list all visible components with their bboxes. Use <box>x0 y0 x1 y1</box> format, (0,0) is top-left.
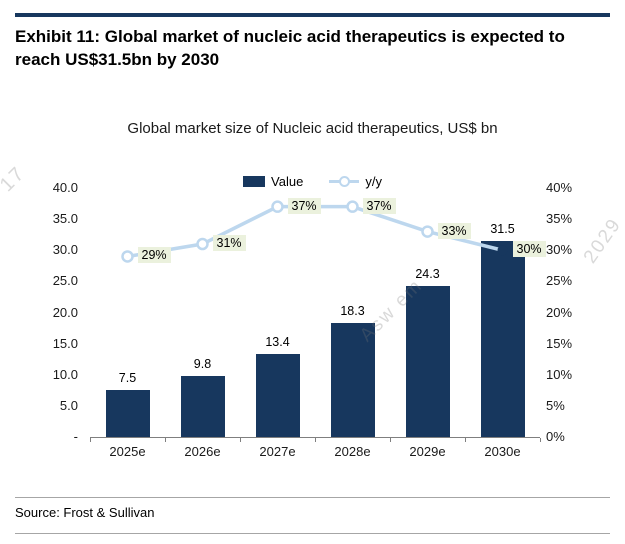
yy-marker <box>421 225 434 238</box>
value-bar-2027e <box>255 353 300 437</box>
y-axis-left-tick-label: 30.0 <box>52 242 78 258</box>
y-axis-left-tick-label: 5.0 <box>59 397 78 413</box>
y-axis-right: 0% 5% 10% 15% 20% 25% 30% 35% 40% <box>546 180 606 444</box>
yy-marker <box>271 200 284 213</box>
y-axis-right-tick-label: 15% <box>546 335 573 351</box>
exhibit-title: Exhibit 11: Global market of nucleic aci… <box>15 27 565 69</box>
x-axis-category-label: 2027e <box>259 444 296 459</box>
bar-value-label: 31.5 <box>490 221 515 236</box>
x-axis-tick-mark <box>540 438 541 442</box>
y-axis-left-tick-label: - <box>73 429 78 444</box>
x-axis-tick-mark <box>465 438 466 442</box>
y-axis-left-tick-label: 35.0 <box>52 211 78 227</box>
x-axis-tick-mark <box>315 438 316 442</box>
bar-value-label: 13.4 <box>265 334 290 349</box>
y-axis-right-tick-label: 20% <box>546 304 573 320</box>
header-rule <box>15 13 610 17</box>
line-marker-icon <box>339 175 351 187</box>
yy-percent-label: 30% <box>512 241 546 258</box>
y-axis-left: - 5.0 10.0 15.0 20.0 25.0 30.0 35.0 40.0 <box>0 180 84 444</box>
chart-legend: Value y/y <box>0 172 625 190</box>
x-axis-category-label: 2025e <box>109 444 146 459</box>
y-axis-right-tick-label: 0% <box>546 429 565 444</box>
bar-series-swatch <box>243 175 266 187</box>
yy-percent-label: 37% <box>362 197 396 214</box>
yy-marker <box>196 237 209 251</box>
bar-value-label: 9.8 <box>193 357 212 371</box>
y-axis-left-tick-label: 15.0 <box>52 335 78 351</box>
y-axis-right-tick-label: 35% <box>546 211 573 227</box>
y-axis-right-tick-label: 25% <box>546 273 573 289</box>
value-bar-2029e <box>405 285 450 437</box>
x-axis: 2025e 2026e 2027e 2028e 2029e 2030e <box>90 444 540 462</box>
legend-label-value: Value <box>271 173 304 189</box>
x-axis-category-label: 2026e <box>184 444 221 459</box>
y-axis-right-tick-label: 10% <box>546 366 573 382</box>
y-axis-right-tick-label: 30% <box>546 242 573 258</box>
y-axis-left-tick-label: 40.0 <box>52 180 78 195</box>
x-axis-tick-mark <box>390 438 391 442</box>
footer-rule-bottom <box>15 533 610 534</box>
x-axis-tick-mark <box>90 438 91 442</box>
bar-value-label: 24.3 <box>415 266 440 281</box>
legend-item-yy: y/y <box>329 174 382 189</box>
x-axis-tick-mark <box>240 438 241 442</box>
x-axis-category-label: 2030e <box>484 444 521 459</box>
y-axis-left-tick-label: 20.0 <box>52 304 78 320</box>
y-axis-left-tick-label: 25.0 <box>52 273 78 289</box>
x-axis-category-label: 2028e <box>334 444 371 459</box>
value-bar-2025e <box>105 390 150 437</box>
footer-rule-top <box>15 497 610 498</box>
line-series-swatch <box>329 175 360 187</box>
y-axis-left-tick-label: 10.0 <box>52 366 78 382</box>
bar-value-label: 7.5 <box>118 371 137 386</box>
yy-percent-label: 37% <box>287 197 321 214</box>
yy-marker <box>121 250 134 263</box>
value-bar-2028e <box>330 323 375 437</box>
legend-label-yy: y/y <box>365 173 382 189</box>
yy-marker <box>346 200 359 213</box>
x-axis-category-label: 2029e <box>409 444 446 459</box>
value-bar-2030e <box>480 240 525 437</box>
yy-percent-label: 31% <box>212 235 246 252</box>
y-axis-right-tick-label: 5% <box>546 397 565 413</box>
value-bar-2026e <box>180 376 225 437</box>
bar-value-label: 18.3 <box>340 304 365 319</box>
x-axis-tick-mark <box>165 438 166 442</box>
legend-item-value: Value <box>243 174 303 189</box>
plot-area: 7.5 9.8 13.4 18.3 24.3 31.5 29% 31% 37% 37% 33% 30% <box>90 188 546 442</box>
yy-percent-label: 29% <box>137 247 171 264</box>
source-note: Source: Frost & Sullivan <box>15 505 155 520</box>
chart-title: Global market size of Nucleic acid thera… <box>127 120 498 137</box>
yy-percent-label: 33% <box>437 222 471 239</box>
yy-marker <box>497 245 508 256</box>
y-axis-right-tick-label: 40% <box>546 180 573 195</box>
